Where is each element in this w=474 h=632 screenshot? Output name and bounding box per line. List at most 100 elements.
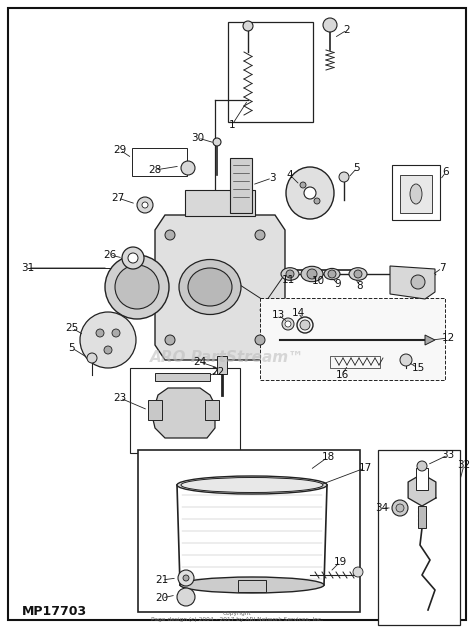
Circle shape [177, 588, 195, 606]
Bar [228, 22, 313, 122]
Bar [330, 356, 380, 368]
Polygon shape [390, 266, 435, 299]
Polygon shape [408, 474, 436, 506]
Bar [392, 165, 440, 220]
Circle shape [80, 312, 136, 368]
Circle shape [87, 353, 97, 363]
Text: 16: 16 [336, 370, 348, 380]
Circle shape [165, 230, 175, 240]
Circle shape [255, 335, 265, 345]
Ellipse shape [188, 268, 232, 306]
Circle shape [213, 138, 221, 146]
Text: 30: 30 [191, 133, 205, 143]
Text: Copyright
Page design (c) 2004 - 2017 by ARI Network Services, Inc.: Copyright Page design (c) 2004 - 2017 by… [151, 611, 323, 622]
Circle shape [96, 329, 104, 337]
Circle shape [300, 320, 310, 330]
Circle shape [400, 354, 412, 366]
Circle shape [243, 21, 253, 31]
Bar [400, 175, 432, 213]
Text: 9: 9 [335, 279, 341, 289]
Text: 1: 1 [228, 120, 235, 130]
Circle shape [307, 269, 317, 279]
Circle shape [328, 270, 336, 278]
Circle shape [128, 253, 138, 263]
Text: ARO PartStream™: ARO PartStream™ [150, 349, 305, 365]
Bar [416, 468, 428, 490]
Text: 5: 5 [69, 343, 75, 353]
Circle shape [392, 500, 408, 516]
Circle shape [304, 187, 316, 199]
Text: 22: 22 [211, 367, 225, 377]
Bar [418, 506, 426, 528]
Ellipse shape [301, 266, 323, 282]
Text: 3: 3 [269, 173, 275, 183]
Bar [238, 580, 266, 592]
Ellipse shape [349, 268, 367, 281]
Circle shape [165, 335, 175, 345]
Text: 8: 8 [357, 281, 363, 291]
Bar [138, 450, 360, 612]
Text: 6: 6 [443, 167, 449, 177]
Text: 14: 14 [292, 308, 305, 318]
Text: 25: 25 [65, 323, 79, 333]
Circle shape [396, 504, 404, 512]
Text: 33: 33 [441, 450, 455, 460]
Circle shape [255, 230, 265, 240]
Text: 28: 28 [148, 165, 162, 175]
Polygon shape [260, 298, 445, 380]
Text: 13: 13 [272, 310, 284, 320]
Circle shape [411, 275, 425, 289]
Text: 27: 27 [111, 193, 125, 203]
Circle shape [181, 161, 195, 175]
Ellipse shape [180, 577, 324, 593]
Bar [217, 356, 227, 374]
Text: 29: 29 [113, 145, 127, 155]
Text: 20: 20 [155, 593, 169, 603]
Ellipse shape [286, 167, 334, 219]
Text: 2: 2 [344, 25, 350, 35]
Circle shape [112, 329, 120, 337]
Circle shape [285, 321, 291, 327]
Polygon shape [155, 215, 285, 360]
Text: 32: 32 [457, 460, 471, 470]
Text: 24: 24 [193, 357, 207, 367]
Text: 34: 34 [375, 503, 389, 513]
Bar [148, 400, 162, 420]
Circle shape [104, 346, 112, 354]
Text: 7: 7 [439, 263, 445, 273]
Text: 19: 19 [333, 557, 346, 567]
Text: 11: 11 [282, 275, 295, 285]
Circle shape [122, 247, 144, 269]
Text: 10: 10 [311, 276, 325, 286]
Text: 21: 21 [155, 575, 169, 585]
Text: 26: 26 [103, 250, 117, 260]
Bar [130, 368, 240, 453]
Bar [132, 148, 187, 176]
Text: 4: 4 [287, 170, 293, 180]
Circle shape [353, 567, 363, 577]
Text: 17: 17 [358, 463, 372, 473]
Bar [155, 373, 210, 381]
Bar [205, 400, 219, 420]
Bar [378, 450, 460, 625]
Circle shape [183, 575, 189, 581]
Text: 15: 15 [411, 363, 425, 373]
Circle shape [300, 182, 306, 188]
Circle shape [178, 570, 194, 586]
Ellipse shape [324, 269, 340, 279]
Circle shape [314, 198, 320, 204]
Circle shape [105, 255, 169, 319]
Circle shape [286, 270, 294, 278]
Circle shape [137, 197, 153, 213]
Circle shape [142, 202, 148, 208]
Polygon shape [425, 335, 435, 345]
Text: 23: 23 [113, 393, 127, 403]
Circle shape [323, 18, 337, 32]
Circle shape [115, 265, 159, 309]
Ellipse shape [281, 268, 299, 281]
Ellipse shape [181, 478, 323, 492]
Text: MP17703: MP17703 [22, 605, 87, 618]
Ellipse shape [177, 476, 327, 494]
Text: 31: 31 [21, 263, 35, 273]
Circle shape [417, 461, 427, 471]
